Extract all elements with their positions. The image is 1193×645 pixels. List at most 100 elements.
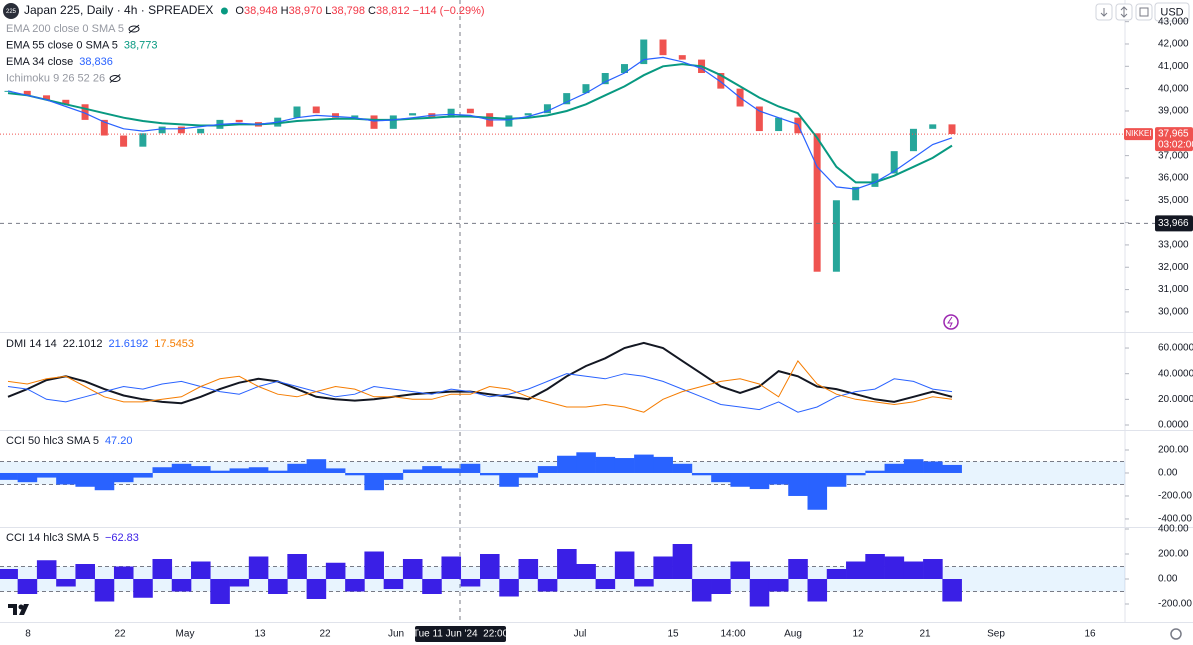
cci-bar xyxy=(306,459,327,473)
cci-bar xyxy=(383,579,404,589)
cci-bar xyxy=(287,554,307,579)
cci-bar xyxy=(460,579,481,587)
fullscreen-icon xyxy=(1139,7,1149,17)
candle-body xyxy=(505,115,513,127)
candle-body xyxy=(389,115,397,129)
symbol-icon-label: 225 xyxy=(6,9,17,15)
cci-bar xyxy=(749,472,770,490)
candle-body xyxy=(351,115,359,118)
currency-button[interactable] xyxy=(1154,2,1190,22)
symbol-tag xyxy=(1124,128,1153,141)
symbol-tag-label: NIKKEI xyxy=(1125,129,1151,138)
candle-body xyxy=(871,173,879,187)
cci-bar xyxy=(36,560,57,579)
cci-bar xyxy=(113,566,134,579)
candle-body xyxy=(582,84,590,94)
last-price-label: 37,965 xyxy=(1158,129,1189,140)
candle-body xyxy=(197,128,205,134)
price-tick-label: 31,000 xyxy=(1158,284,1189,295)
cci-bar xyxy=(846,472,866,476)
cci-bar xyxy=(499,472,519,487)
cci-bar xyxy=(268,470,288,473)
cci-bar xyxy=(248,556,269,579)
cci-bar xyxy=(614,551,635,579)
candle-body xyxy=(755,106,763,132)
time-axis-label: 8 xyxy=(25,629,31,640)
candle-body xyxy=(293,106,301,118)
cci-bar xyxy=(826,569,847,579)
hidden-eye-icon xyxy=(128,25,140,33)
cci-bar xyxy=(325,562,346,579)
cci-bar xyxy=(306,579,327,599)
cci-bar xyxy=(268,579,288,594)
ohlc-key: H xyxy=(281,5,289,17)
fullscreen-button[interactable] xyxy=(1135,3,1153,21)
cci-bar xyxy=(903,459,924,473)
candle-body xyxy=(620,64,628,74)
crosshair-price-label: 33,966 xyxy=(1158,218,1189,229)
cci-bar xyxy=(248,467,269,473)
cci-bar xyxy=(884,463,905,473)
indicator-legend: Ichimoku 9 26 52 26 xyxy=(6,72,105,84)
cci-bar xyxy=(345,579,365,592)
price-tick-label: 36,000 xyxy=(1158,173,1189,184)
candle-body xyxy=(370,115,378,129)
cci-bar xyxy=(691,579,712,602)
candle-body xyxy=(890,151,898,174)
cci-bar xyxy=(653,556,673,579)
indicator-value: 22.1012 xyxy=(63,338,103,350)
indicator-legend: EMA 55 close 0 SMA 5 xyxy=(6,39,118,51)
value-tick-label: 20.0000 xyxy=(1158,394,1193,405)
cci-bar xyxy=(788,472,808,496)
cci-bar xyxy=(75,564,95,579)
settings-icon[interactable] xyxy=(1170,628,1182,640)
lightning-glyph xyxy=(947,316,953,328)
value-tick-label: 400.00 xyxy=(1158,524,1189,535)
hidden-eye-slash xyxy=(109,74,121,83)
price-tick-label: 42,000 xyxy=(1158,39,1189,50)
cci-bar xyxy=(56,579,76,587)
price-tick-label: 37,000 xyxy=(1158,150,1189,161)
toolbar[interactable]: USD xyxy=(1095,2,1190,22)
indicator-value: 21.6192 xyxy=(109,338,149,350)
cci-bar xyxy=(441,468,462,473)
time-axis-label: 14:00 xyxy=(720,629,745,640)
cci-bar xyxy=(826,472,847,487)
candle-body xyxy=(659,39,667,56)
arrow-icon xyxy=(1120,6,1128,18)
countdown-label: 03:02:00 xyxy=(1158,140,1193,151)
candle-body xyxy=(543,104,551,114)
cci-bar xyxy=(499,579,519,597)
cci-bar xyxy=(210,470,230,473)
candle-body xyxy=(158,126,166,134)
crosshair-time-tag xyxy=(415,626,506,642)
candle-body xyxy=(447,108,455,118)
market-status-dot xyxy=(220,7,228,15)
logo-shape xyxy=(8,604,17,615)
cci-bar xyxy=(711,472,731,483)
cci-bar xyxy=(768,579,789,592)
cci-bar xyxy=(460,463,481,473)
indicator-value: 17.5453 xyxy=(154,338,194,350)
candle-body xyxy=(563,93,571,105)
ohlc-key: O xyxy=(235,5,244,17)
cci-bar xyxy=(653,456,673,473)
cci-bar xyxy=(0,472,18,480)
price-tick-label: 43,000 xyxy=(1158,16,1189,27)
ohlc-value: 38,970 xyxy=(289,5,323,17)
cci-bar xyxy=(595,456,616,473)
cci-bar xyxy=(634,454,654,473)
cci-bar xyxy=(229,579,250,587)
cci-bar xyxy=(210,579,230,604)
cci-bar xyxy=(557,549,577,579)
price-tick-label: 33,000 xyxy=(1158,240,1189,251)
crosshair-time-label: Tue 11 Jun '24 22:00 xyxy=(413,629,509,640)
value-tick-label: 0.0000 xyxy=(1158,420,1189,431)
candle-body xyxy=(409,113,417,116)
arrow-icon xyxy=(1100,8,1108,17)
event-icon[interactable] xyxy=(943,314,959,330)
candle-body xyxy=(81,104,89,120)
price-change: −114 (−0.29%) xyxy=(413,5,485,17)
cci-bar xyxy=(402,559,423,579)
